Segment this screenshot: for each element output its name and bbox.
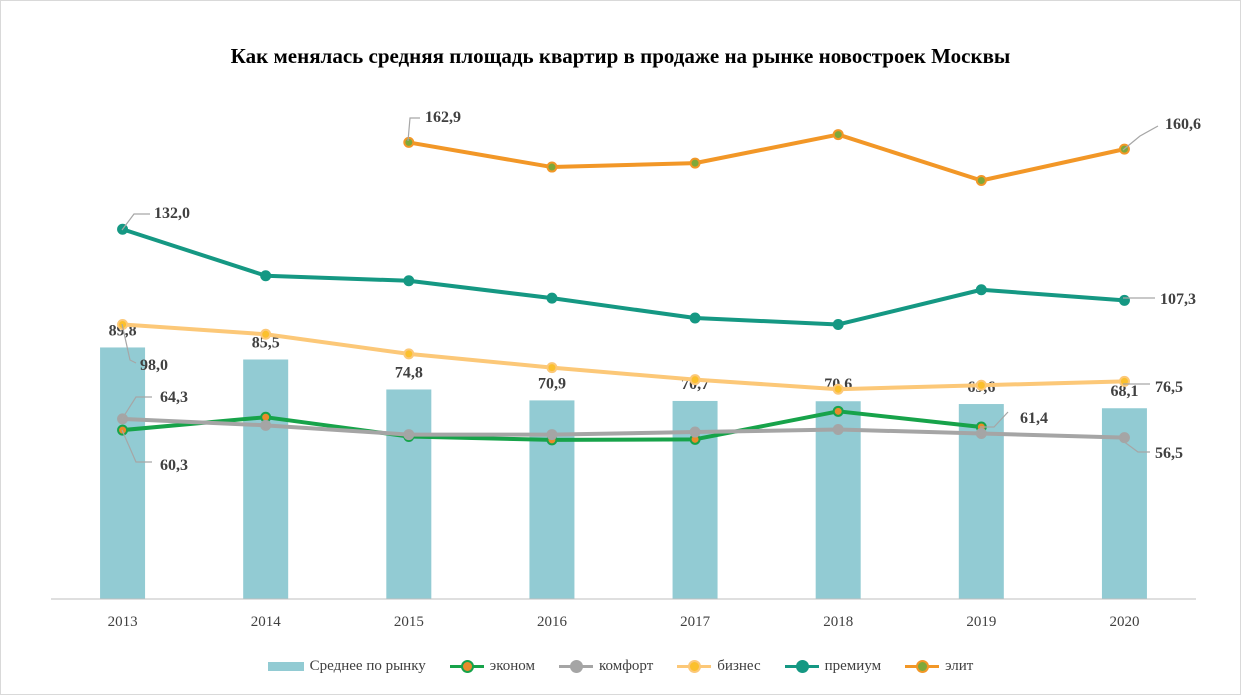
point-премиум-2020 bbox=[1118, 294, 1130, 306]
point-премиум-2018 bbox=[832, 318, 844, 330]
point-элит-2015 bbox=[403, 136, 415, 148]
leader-эконом-2019 bbox=[980, 411, 1009, 428]
legend-label-премиум: премиум bbox=[824, 657, 882, 674]
x-tick-2017: 2017 bbox=[680, 614, 711, 630]
point-комфорт-2020 bbox=[1118, 432, 1130, 444]
legend-swatch-эконом bbox=[449, 660, 484, 673]
label-комфорт-2020: 56,5 bbox=[1155, 445, 1183, 462]
label-бизнес-2013: 98,0 bbox=[140, 357, 168, 374]
leader-комфорт-2013 bbox=[121, 396, 152, 420]
x-tick-2014: 2014 bbox=[251, 614, 282, 630]
bar-2015 bbox=[386, 389, 432, 599]
label-комфорт-2013: 64,3 bbox=[160, 389, 188, 406]
legend-item-комфорт: комфорт bbox=[558, 657, 654, 675]
bar-label-2014: 85,5 bbox=[252, 335, 280, 352]
x-tick-2018: 2018 bbox=[823, 614, 853, 630]
point-элит-2017 bbox=[689, 157, 701, 169]
point-комфорт-2018 bbox=[832, 424, 844, 436]
point-бизнес-2019 bbox=[975, 379, 987, 391]
legend-label-элит: элит bbox=[945, 657, 974, 674]
legend-swatch-бизнес bbox=[677, 660, 712, 673]
legend-item-элит: элит bbox=[905, 658, 973, 675]
chart-title: Как менялась средняя площадь квартир в п… bbox=[230, 44, 1011, 68]
leader-эконом-2013 bbox=[121, 429, 152, 463]
leader-бизнес-2013 bbox=[121, 323, 137, 364]
legend-swatch-комфорт bbox=[558, 660, 593, 673]
series-line-комфорт bbox=[120, 416, 1127, 440]
x-tick-2020: 2020 bbox=[1109, 614, 1139, 630]
bar-2013 bbox=[100, 347, 146, 599]
point-бизнес-2016 bbox=[546, 362, 558, 374]
legend-swatch-премиум bbox=[784, 660, 819, 673]
chart-legend: Среднее по рынку эконом комфорт бизнес преми… bbox=[0, 654, 1241, 678]
x-tick-2016: 2016 bbox=[537, 614, 568, 630]
point-премиум-2019 bbox=[975, 284, 987, 296]
series-line-бизнес bbox=[120, 322, 1127, 392]
point-комфорт-2016 bbox=[546, 429, 558, 441]
leader-элит-2015 bbox=[407, 117, 420, 142]
label-премиум-2013: 132,0 bbox=[154, 205, 190, 222]
legend-label-комфорт: комфорт bbox=[598, 657, 654, 674]
series-line-премиум bbox=[120, 227, 1127, 327]
point-комфорт-2014 bbox=[260, 419, 272, 431]
leader-комфорт-2020 bbox=[1122, 440, 1150, 453]
legend-swatch-элит bbox=[905, 660, 940, 673]
point-эконом-2018 bbox=[832, 405, 844, 417]
leader-премиум-2013 bbox=[121, 213, 150, 231]
point-элит-2018 bbox=[832, 129, 844, 141]
point-премиум-2016 bbox=[546, 292, 558, 304]
legend-label-эконом: эконом bbox=[489, 657, 535, 674]
point-элит-2019 bbox=[975, 175, 987, 187]
legend-item-бизнес: бизнес bbox=[677, 657, 761, 675]
label-премиум-2020: 107,3 bbox=[1160, 291, 1196, 308]
x-tick-2015: 2015 bbox=[394, 614, 424, 630]
series-line-элит bbox=[406, 132, 1127, 183]
label-эконом-2013: 60,3 bbox=[160, 457, 188, 474]
bar-label-2016: 70,9 bbox=[538, 375, 566, 392]
legend-item-Среднее по рынку: Среднее по рынку bbox=[267, 657, 426, 675]
point-премиум-2015 bbox=[403, 275, 415, 287]
point-комфорт-2019 bbox=[975, 427, 987, 439]
point-бизнес-2018 bbox=[832, 383, 844, 395]
label-эконом-2019: 61,4 bbox=[1020, 410, 1048, 427]
point-комфорт-2017 bbox=[689, 426, 701, 438]
legend-label-Среднее по рынку: Среднее по рынку bbox=[309, 657, 426, 674]
label-элит-2015: 162,9 bbox=[425, 109, 461, 126]
legend-label-бизнес: бизнес bbox=[717, 657, 761, 674]
point-бизнес-2015 bbox=[403, 348, 415, 360]
point-бизнес-2017 bbox=[689, 374, 701, 386]
point-комфорт-2015 bbox=[403, 429, 415, 441]
bar-2014 bbox=[243, 359, 289, 599]
point-элит-2016 bbox=[546, 161, 558, 173]
bar-label-2015: 74,8 bbox=[395, 364, 423, 381]
x-tick-2013: 2013 bbox=[108, 614, 138, 630]
point-премиум-2017 bbox=[689, 312, 701, 324]
label-бизнес-2020: 76,5 bbox=[1155, 379, 1183, 396]
point-премиум-2014 bbox=[260, 270, 272, 282]
legend-item-эконом: эконом bbox=[449, 657, 535, 675]
label-элит-2020: 160,6 bbox=[1165, 116, 1201, 133]
bar-label-2020: 68,1 bbox=[1110, 383, 1138, 400]
legend-item-премиум: премиум bbox=[784, 657, 882, 675]
leader-элит-2020 bbox=[1122, 125, 1159, 151]
legend-swatch-Среднее по рынку bbox=[267, 661, 304, 671]
point-бизнес-2014 bbox=[260, 328, 272, 340]
x-tick-2019: 2019 bbox=[966, 614, 996, 630]
